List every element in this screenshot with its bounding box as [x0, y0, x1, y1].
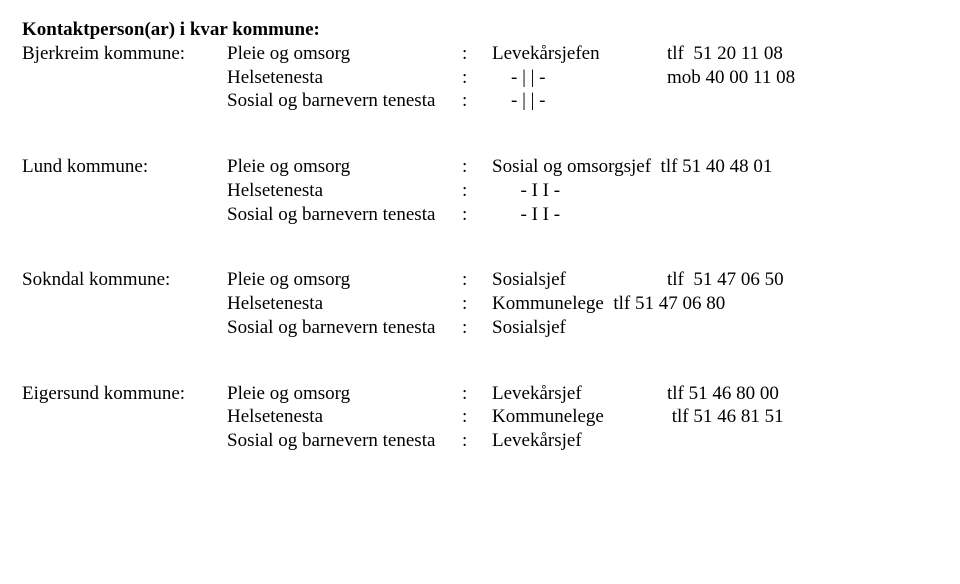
contact-row: Eigersund kommune: Pleie og omsorg : Lev…: [22, 382, 938, 406]
kommune-label: [22, 179, 227, 203]
contact-row: Helsetenesta : Kommunelege tlf 51 46 81 …: [22, 405, 938, 429]
phone-label: tlf 51 46 80 00: [667, 382, 938, 406]
dept-label: Helsetenesta: [227, 292, 462, 316]
colon: :: [462, 268, 492, 292]
colon: :: [462, 203, 492, 227]
colon: :: [462, 292, 492, 316]
contact-row: Bjerkreim kommune: Pleie og omsorg : Lev…: [22, 42, 938, 66]
role-label: Levekårsjefen: [492, 42, 667, 66]
dept-label: Sosial og barnevern tenesta: [227, 316, 462, 340]
role-label: Sosialsjef: [492, 268, 667, 292]
kommune-label: [22, 429, 227, 453]
dept-label: Helsetenesta: [227, 405, 462, 429]
role-label: Levekårsjef: [492, 429, 667, 453]
contact-block-bjerkreim: Bjerkreim kommune: Pleie og omsorg : Lev…: [22, 42, 938, 113]
phone-label: tlf 51 47 06 50: [667, 268, 938, 292]
contact-row: Helsetenesta : - I I -: [22, 179, 938, 203]
dept-label: Helsetenesta: [227, 66, 462, 90]
colon: :: [462, 179, 492, 203]
dept-label: Pleie og omsorg: [227, 268, 462, 292]
kommune-label: [22, 316, 227, 340]
contact-row: Sosial og barnevern tenesta : Levekårsje…: [22, 429, 938, 453]
role-label: Kommunelege tlf 51 47 06 80: [492, 292, 725, 316]
colon: :: [462, 429, 492, 453]
dept-label: Sosial og barnevern tenesta: [227, 429, 462, 453]
dept-label: Helsetenesta: [227, 179, 462, 203]
contact-row: Sosial og barnevern tenesta : - | | -: [22, 89, 938, 113]
phone-label: [667, 89, 938, 113]
role-label: Levekårsjef: [492, 382, 667, 406]
colon: :: [462, 405, 492, 429]
colon: :: [462, 66, 492, 90]
kommune-label: Bjerkreim kommune:: [22, 42, 227, 66]
role-label: - I I -: [492, 179, 667, 203]
role-label: - | | -: [492, 89, 667, 113]
colon: :: [462, 42, 492, 66]
page-heading: Kontaktperson(ar) i kvar kommune:: [22, 18, 938, 42]
dept-label: Sosial og barnevern tenesta: [227, 89, 462, 113]
contact-row: Lund kommune: Pleie og omsorg : Sosial o…: [22, 155, 938, 179]
kommune-label: Lund kommune:: [22, 155, 227, 179]
dept-label: Pleie og omsorg: [227, 155, 462, 179]
role-label: Sosial og omsorgsjef tlf 51 40 48 01: [492, 155, 772, 179]
kommune-label: Eigersund kommune:: [22, 382, 227, 406]
kommune-label: Sokndal kommune:: [22, 268, 227, 292]
colon: :: [462, 89, 492, 113]
contact-row: Helsetenesta : Kommunelege tlf 51 47 06 …: [22, 292, 938, 316]
contact-block-lund: Lund kommune: Pleie og omsorg : Sosial o…: [22, 155, 938, 226]
phone-label: tlf 51 20 11 08: [667, 42, 938, 66]
role-label: Sosialsjef: [492, 316, 667, 340]
colon: :: [462, 316, 492, 340]
contact-row: Sosial og barnevern tenesta : - I I -: [22, 203, 938, 227]
kommune-label: [22, 292, 227, 316]
contact-block-eigersund: Eigersund kommune: Pleie og omsorg : Lev…: [22, 382, 938, 453]
contact-row: Sosial og barnevern tenesta : Sosialsjef: [22, 316, 938, 340]
phone-label: mob 40 00 11 08: [667, 66, 938, 90]
dept-label: Sosial og barnevern tenesta: [227, 203, 462, 227]
kommune-label: [22, 405, 227, 429]
kommune-label: [22, 66, 227, 90]
role-label: Kommunelege: [492, 405, 667, 429]
role-label: - | | -: [492, 66, 667, 90]
contact-block-sokndal: Sokndal kommune: Pleie og omsorg : Sosia…: [22, 268, 938, 339]
colon: :: [462, 155, 492, 179]
kommune-label: [22, 203, 227, 227]
contact-row: Sokndal kommune: Pleie og omsorg : Sosia…: [22, 268, 938, 292]
contact-row: Helsetenesta : - | | - mob 40 00 11 08: [22, 66, 938, 90]
colon: :: [462, 382, 492, 406]
role-label: - I I -: [492, 203, 667, 227]
dept-label: Pleie og omsorg: [227, 42, 462, 66]
dept-label: Pleie og omsorg: [227, 382, 462, 406]
phone-label: tlf 51 46 81 51: [667, 405, 938, 429]
kommune-label: [22, 89, 227, 113]
